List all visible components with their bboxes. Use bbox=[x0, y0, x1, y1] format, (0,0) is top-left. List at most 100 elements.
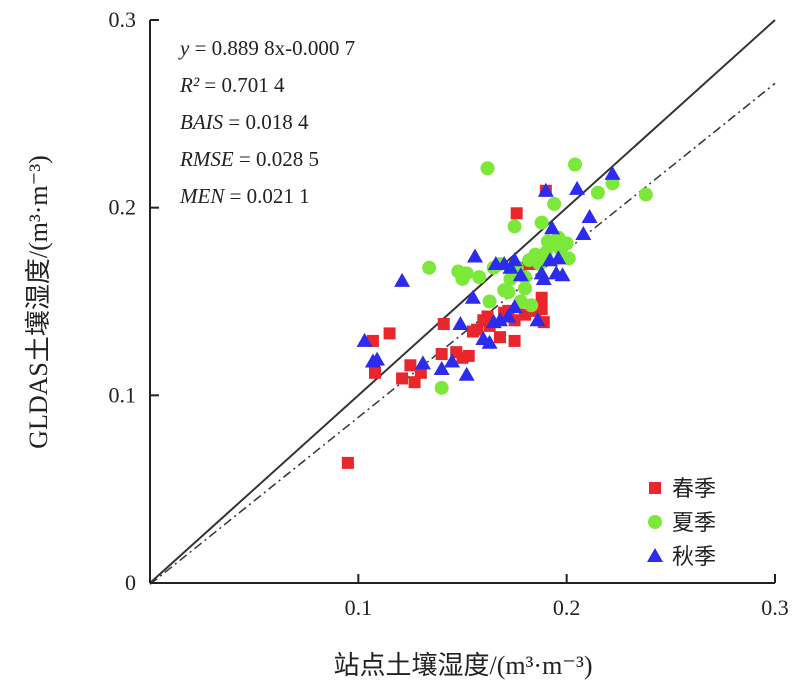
spring-point bbox=[462, 349, 475, 362]
one-to-one-line bbox=[149, 19, 776, 584]
annotation-value: = 0.889 8x-0.000 7 bbox=[189, 36, 355, 60]
autumn-point bbox=[467, 248, 483, 263]
x-tick-label: 0.2 bbox=[553, 595, 581, 620]
autumn-point bbox=[452, 316, 469, 331]
y-tick-label: 0 bbox=[125, 570, 136, 595]
autumn-point bbox=[433, 361, 450, 376]
summer-point bbox=[480, 161, 495, 176]
autumn-point bbox=[464, 289, 481, 304]
summer-point bbox=[532, 256, 547, 271]
autumn-point bbox=[569, 180, 586, 195]
x-axis-title: 站点土壤湿度/(m³·m⁻³) bbox=[334, 651, 593, 680]
annotation-value: = 0.701 4 bbox=[199, 73, 285, 97]
summer-point bbox=[590, 185, 605, 200]
autumn-point bbox=[512, 267, 529, 282]
spring-point bbox=[404, 359, 417, 372]
annotation-line: BAIS = 0.018 4 bbox=[180, 110, 309, 134]
autumn-point bbox=[535, 270, 552, 285]
autumn-point bbox=[444, 353, 461, 368]
legend-label: 秋季 bbox=[672, 544, 716, 569]
summer-point bbox=[422, 260, 437, 275]
summer-point bbox=[507, 219, 522, 234]
autumn-point bbox=[506, 299, 523, 314]
autumn-point bbox=[506, 252, 523, 267]
autumn-point bbox=[550, 250, 567, 265]
y-tick-label: 0.3 bbox=[109, 7, 137, 32]
legend-marker bbox=[647, 548, 663, 562]
summer-point bbox=[561, 251, 576, 266]
autumn-point bbox=[544, 220, 561, 235]
annotation-line: R² = 0.701 4 bbox=[179, 73, 285, 97]
spring-point bbox=[437, 318, 450, 331]
summer-point bbox=[459, 266, 474, 281]
legend-marker bbox=[648, 515, 662, 529]
annotation-line: y = 0.889 8x-0.000 7 bbox=[178, 36, 355, 60]
autumn-point bbox=[529, 312, 546, 327]
regression-annotation: y = 0.889 8x-0.000 7 R² = 0.701 4 BAIS = 0… bbox=[178, 36, 355, 208]
autumn-point bbox=[502, 259, 519, 274]
spring-point bbox=[510, 207, 523, 220]
x-tick-label: 0.1 bbox=[345, 595, 373, 620]
spring-point bbox=[481, 310, 494, 323]
annotation-symbol: BAIS bbox=[180, 110, 224, 134]
legend-label: 春季 bbox=[672, 476, 716, 501]
y-axis-title: GLDAS土壤湿度/(m³·m⁻³) bbox=[24, 155, 53, 449]
autumn-point bbox=[554, 267, 571, 282]
spring-point bbox=[414, 366, 427, 379]
legend-label: 夏季 bbox=[672, 510, 716, 535]
summer-point bbox=[472, 270, 487, 285]
spring-point bbox=[535, 291, 548, 304]
fit-line bbox=[149, 82, 776, 585]
autumn-point bbox=[492, 312, 508, 327]
autumn-point bbox=[369, 351, 386, 366]
autumn-point bbox=[604, 165, 621, 180]
spring-point bbox=[519, 308, 531, 321]
annotation-line: MEN = 0.021 1 bbox=[179, 184, 310, 208]
spring-point bbox=[369, 366, 381, 379]
spring-point bbox=[435, 348, 448, 361]
data-points bbox=[341, 157, 653, 469]
annotation-value: = 0.018 4 bbox=[223, 110, 309, 134]
annotation-symbol: RMSE bbox=[179, 147, 234, 171]
summer-point bbox=[518, 281, 532, 296]
autumn-point bbox=[414, 355, 431, 370]
spring-point bbox=[535, 303, 548, 316]
autumn-point bbox=[458, 366, 475, 381]
autumn-point bbox=[356, 332, 373, 347]
spring-point bbox=[508, 334, 521, 347]
summer-point bbox=[434, 380, 449, 395]
legend-marker bbox=[649, 482, 661, 494]
autumn-point bbox=[575, 225, 592, 240]
x-tick-label: 0.3 bbox=[761, 595, 789, 620]
autumn-point bbox=[581, 209, 598, 224]
spring-point bbox=[471, 323, 484, 336]
spring-point bbox=[341, 456, 354, 469]
spring-point bbox=[408, 376, 421, 389]
summer-point bbox=[503, 271, 518, 286]
annotation-symbol: MEN bbox=[179, 184, 225, 208]
summer-point bbox=[559, 236, 574, 251]
summer-point bbox=[568, 157, 582, 172]
spring-point bbox=[494, 331, 506, 344]
summer-point bbox=[547, 196, 562, 211]
axes: 0 0.1 0.2 0.3 0.1 0.2 0.3 bbox=[109, 7, 789, 620]
autumn-point bbox=[537, 182, 554, 197]
annotation-value: = 0.028 5 bbox=[234, 147, 319, 171]
annotation-symbol: R² bbox=[179, 73, 200, 97]
spring-point bbox=[396, 372, 409, 385]
y-tick-label: 0.1 bbox=[109, 382, 137, 407]
spring-point bbox=[383, 327, 396, 340]
summer-point bbox=[638, 187, 653, 202]
annotation-symbol: y bbox=[178, 36, 190, 60]
annotation-value: = 0.021 1 bbox=[224, 184, 309, 208]
summer-point bbox=[524, 298, 539, 313]
summer-point bbox=[501, 285, 516, 300]
autumn-point bbox=[481, 334, 498, 349]
summer-point bbox=[534, 215, 549, 230]
autumn-point bbox=[500, 308, 517, 323]
autumn-point bbox=[394, 272, 411, 287]
regression-lines bbox=[149, 19, 776, 585]
summer-point bbox=[482, 294, 497, 309]
